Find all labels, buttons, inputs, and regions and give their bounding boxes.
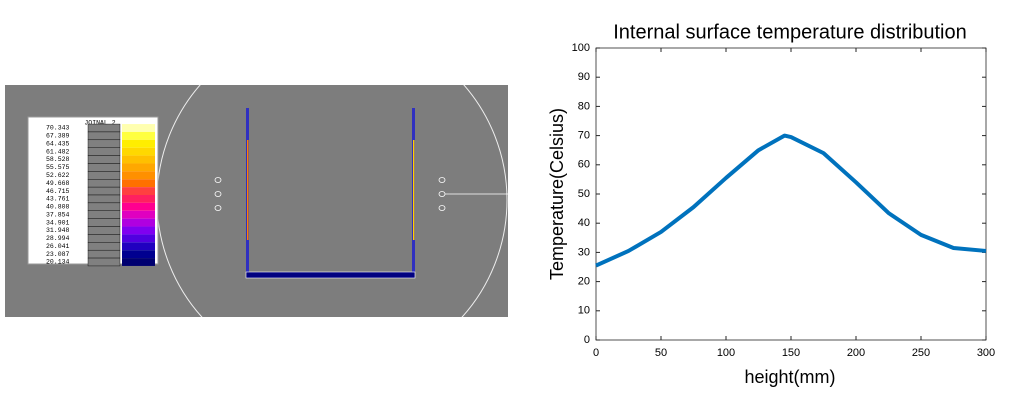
y-axis-label: Temperature(Celsius) xyxy=(547,108,567,280)
legend-swatch xyxy=(122,195,155,203)
legend-swatch xyxy=(122,187,155,195)
legend-value: 58.528 xyxy=(46,156,70,163)
legend-value: 43.761 xyxy=(46,196,70,203)
legend-swatch xyxy=(122,202,155,211)
chart-title: Internal surface temperature distributio… xyxy=(613,21,967,43)
y-tick-label: 10 xyxy=(578,305,590,317)
legend-value: 52.622 xyxy=(46,172,70,179)
legend-swatch xyxy=(122,147,155,156)
legend-gray xyxy=(87,202,121,211)
legend-swatch xyxy=(122,131,155,140)
y-tick-label: 70 xyxy=(578,130,590,142)
legend-gray xyxy=(87,257,121,267)
y-tick-label: 0 xyxy=(584,334,590,346)
simulation-panel: JOINAL_2 xyxy=(5,85,508,317)
legend-value: 31.948 xyxy=(46,227,70,234)
right-wall-hot xyxy=(413,140,415,240)
legend-gray xyxy=(87,163,121,172)
legend-gray xyxy=(87,186,121,196)
legend-swatch xyxy=(122,139,155,148)
legend-gray xyxy=(87,210,121,219)
legend-value: 70.343 xyxy=(46,125,70,132)
legend-value: 28.994 xyxy=(46,235,70,242)
legend-swatch xyxy=(122,242,155,251)
legend-gray xyxy=(87,155,121,164)
legend-value: 64.435 xyxy=(46,140,70,147)
legend-value: 55.575 xyxy=(46,164,70,171)
legend-swatch xyxy=(122,163,155,172)
y-tick-label: 80 xyxy=(578,100,590,112)
x-tick-label: 300 xyxy=(977,347,995,359)
y-tick-label: 30 xyxy=(578,246,590,258)
x-tick-label: 200 xyxy=(847,347,865,359)
x-axis-label: height(mm) xyxy=(744,367,835,387)
legend-swatch xyxy=(122,179,155,188)
legend-swatch xyxy=(122,234,155,243)
legend-swatch xyxy=(122,258,155,266)
y-tick-label: 50 xyxy=(578,188,590,200)
legend-value: 20.134 xyxy=(46,259,70,266)
legend-gray xyxy=(87,226,121,235)
legend-value: 26.041 xyxy=(46,243,70,250)
legend-gray xyxy=(87,218,121,227)
legend-value: 67.389 xyxy=(46,133,70,140)
legend-value: 23.087 xyxy=(46,251,70,258)
legend-value: 49.668 xyxy=(46,180,70,187)
legend-swatch xyxy=(122,218,155,227)
left-wall-hot xyxy=(247,140,249,240)
legend-swatch xyxy=(122,226,155,235)
legend-gray xyxy=(87,123,121,133)
legend-gray xyxy=(87,131,121,141)
x-tick-label: 250 xyxy=(912,347,930,359)
legend-value: 46.715 xyxy=(46,188,70,195)
legend-gray xyxy=(87,179,121,188)
y-tick-label: 60 xyxy=(578,159,590,171)
y-tick-label: 100 xyxy=(572,42,590,54)
legend-gray xyxy=(87,171,121,180)
x-tick-label: 100 xyxy=(717,347,735,359)
legend-gray xyxy=(87,139,121,148)
plot-frame xyxy=(595,47,987,341)
legend-gray xyxy=(87,242,121,251)
legend-gray xyxy=(87,234,121,243)
legend-value: 61.482 xyxy=(46,148,70,155)
legend-gray xyxy=(87,249,121,259)
data-line xyxy=(595,133,987,268)
legend-value: 37.854 xyxy=(46,211,70,218)
legend-swatch xyxy=(122,124,155,132)
legend-swatch xyxy=(122,250,155,259)
x-tick-label: 150 xyxy=(782,347,800,359)
legend-title: JOINAL_2 xyxy=(84,120,115,127)
legend-swatch xyxy=(122,155,155,164)
legend-value: 40.808 xyxy=(46,204,70,211)
y-tick-label: 20 xyxy=(578,276,590,288)
legend-swatch xyxy=(122,171,155,180)
legend-swatch xyxy=(122,210,155,219)
bottom-slab xyxy=(245,271,416,279)
y-tick-label: 90 xyxy=(578,71,590,83)
x-tick-label: 0 xyxy=(593,347,599,359)
y-tick-label: 40 xyxy=(578,217,590,229)
sensors xyxy=(214,177,508,211)
legend-gray xyxy=(87,147,121,156)
legend-value: 34.901 xyxy=(46,219,70,226)
x-tick-label: 50 xyxy=(655,347,667,359)
legend-gray xyxy=(87,194,121,204)
